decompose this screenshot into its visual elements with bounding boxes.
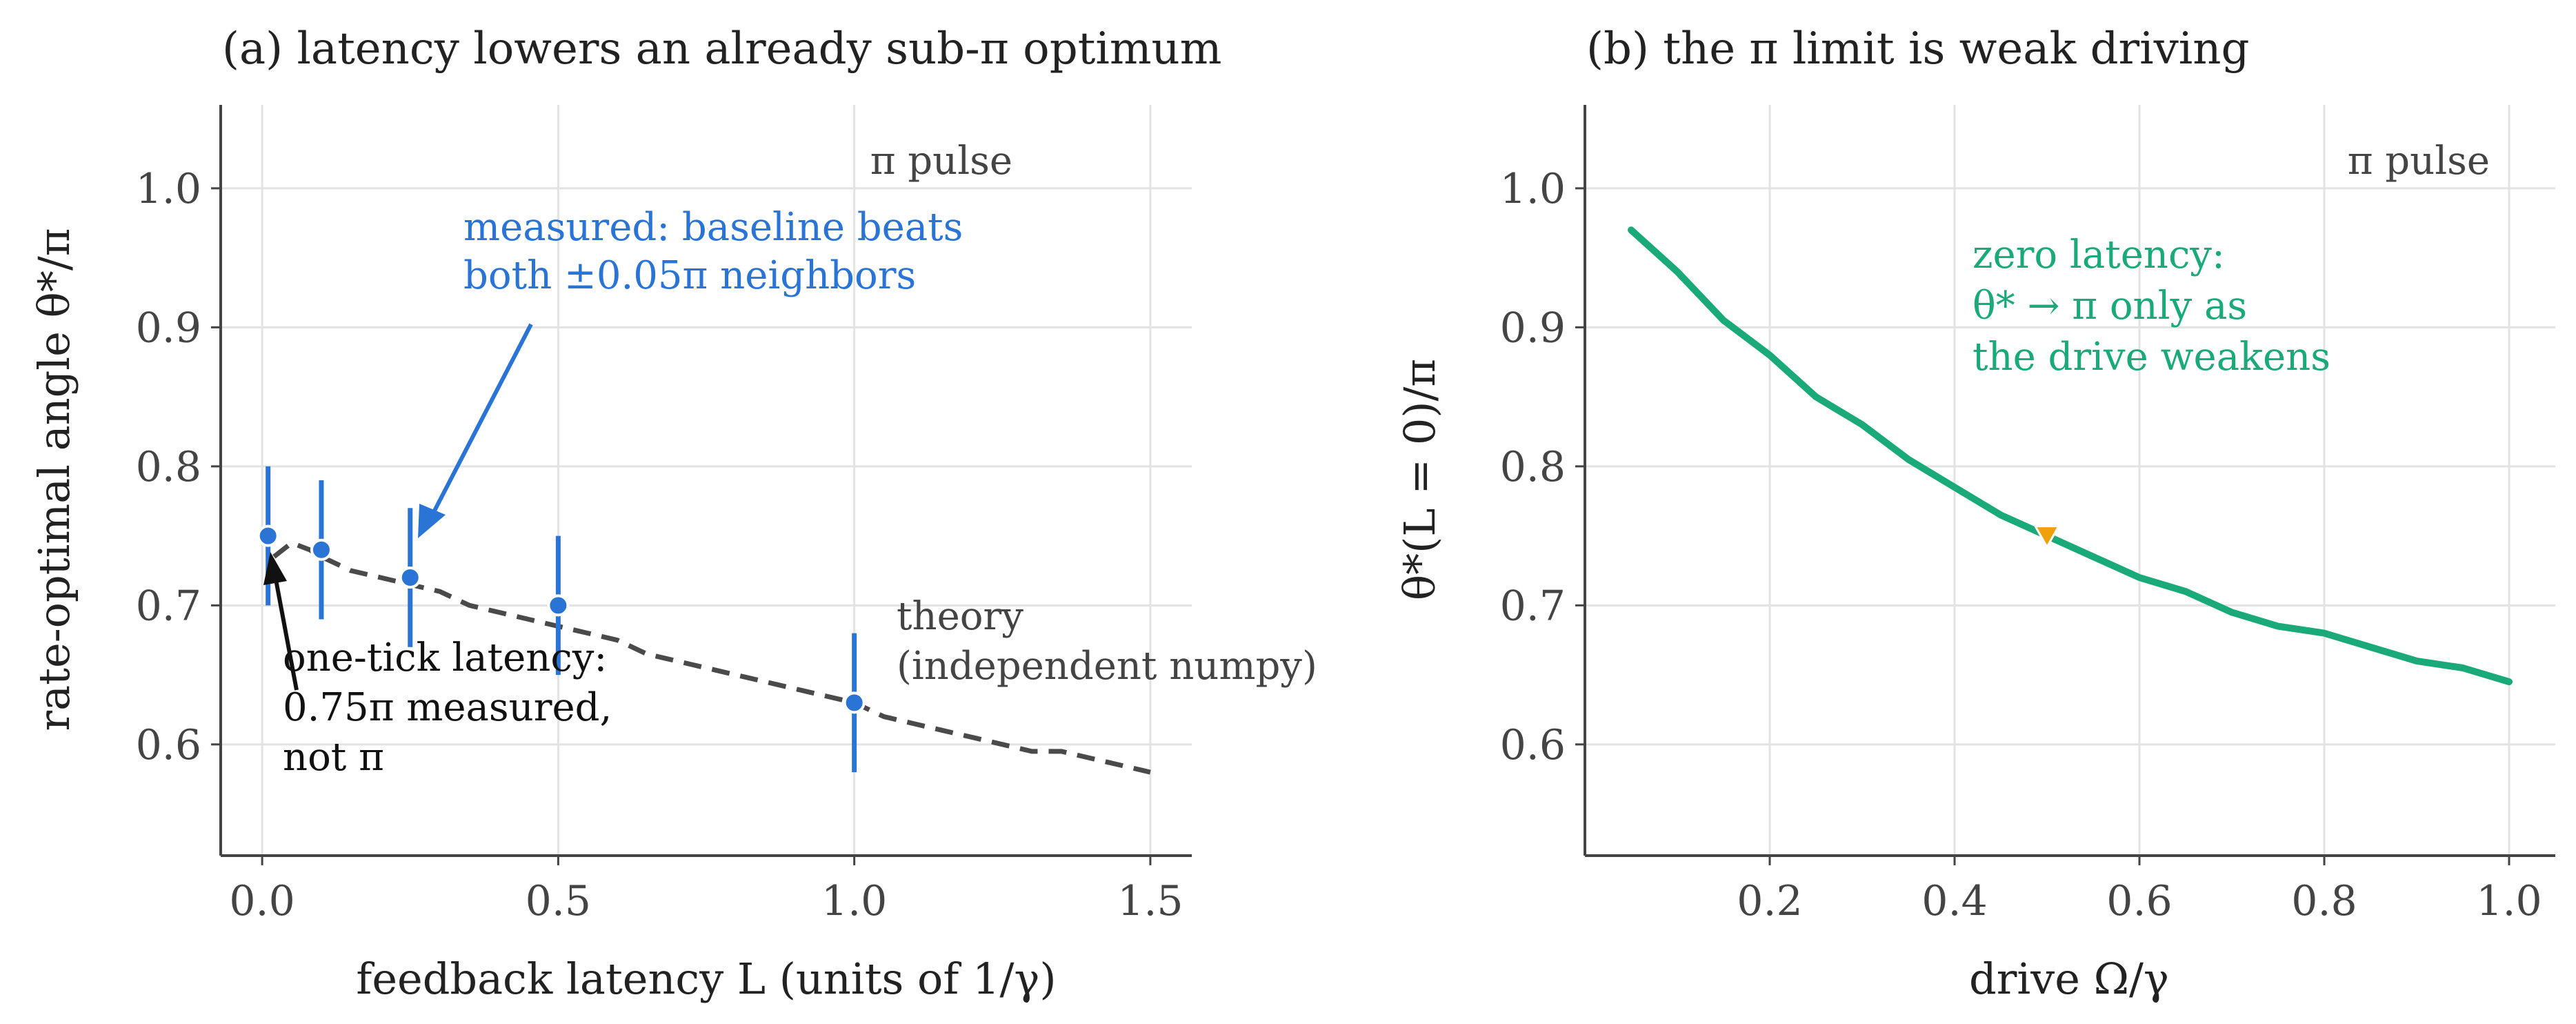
panel-b: 0.2 0.4 0.6 0.8 1.0 0.6 0.7 0.8 0.9 1.0 (b) the π… <box>1395 23 2555 1004</box>
panel-a-y-tick-label: 0.6 <box>136 721 201 769</box>
measured-annotation-line-1: measured: baseline beats <box>463 205 963 250</box>
panel-b-ticks: 0.2 0.4 0.6 0.8 1.0 0.6 0.7 0.8 0.9 1.0 <box>1500 165 2542 925</box>
panel-a-y-label: rate-optimal angle θ*/π <box>29 228 79 731</box>
panel-b-grid <box>1585 105 2555 856</box>
panel-a: 0.0 0.5 1.0 1.5 0.6 0.7 0.8 0.9 1.0 (a) latency … <box>29 23 1317 1004</box>
panel-b-y-tick-label: 1.0 <box>1500 165 1566 213</box>
panel-b-x-tick-label: 0.6 <box>2106 877 2172 925</box>
theory-annotation-line-1: theory <box>897 594 1024 639</box>
panel-a-x-label: feedback latency L (units of 1/γ) <box>356 954 1056 1004</box>
measured-point <box>843 691 866 714</box>
zero-latency-line <box>1628 226 2513 686</box>
panel-b-title: (b) the π limit is weak driving <box>1586 23 2249 75</box>
panel-a-title: (a) latency lowers an already sub-π opti… <box>222 23 1221 75</box>
panel-b-x-label: drive Ω/γ <box>1969 954 2169 1004</box>
latency-annotation-line-2: 0.75π measured, <box>283 685 612 730</box>
latency-annotation-line-1: one-tick latency: <box>283 636 607 680</box>
zero-latency-annotation-line-1: zero latency: <box>1973 233 2225 277</box>
panel-a-y-tick-label: 0.7 <box>136 582 201 630</box>
zero-latency-annotation-line-2: θ* → π only as <box>1973 284 2247 328</box>
panel-b-y-tick-label: 0.6 <box>1500 721 1566 769</box>
measured-points <box>257 466 866 773</box>
panel-a-y-tick-label: 0.9 <box>136 304 201 352</box>
panel-a-x-tick-label: 0.5 <box>526 877 591 925</box>
measured-arrow <box>418 323 533 538</box>
zero-latency-annotation: zero latency: θ* → π only as the drive w… <box>1973 233 2330 380</box>
latency-annotation: one-tick latency: 0.75π measured, not π <box>283 636 624 780</box>
theory-dashed-line <box>272 540 1151 775</box>
panel-b-x-tick-label: 1.0 <box>2476 877 2542 925</box>
panel-a-x-tick-label: 0.0 <box>229 877 294 925</box>
panel-a-y-tick-label: 1.0 <box>136 165 201 213</box>
measured-point <box>310 538 332 561</box>
panel-b-x-tick-label: 0.2 <box>1737 877 1802 925</box>
panel-a-x-tick-label: 1.5 <box>1117 877 1183 925</box>
zero-latency-curve <box>1628 226 2513 686</box>
theory-annotation-line-2: (independent numpy) <box>897 644 1317 689</box>
panel-a-y-tick-label: 0.8 <box>136 443 201 491</box>
panel-b-x-tick-label: 0.8 <box>2291 877 2357 925</box>
panel-a-x-tick-label: 1.0 <box>821 877 887 925</box>
marker-triangle <box>2033 525 2061 549</box>
measured-point <box>399 567 421 589</box>
latency-arrow <box>263 552 299 691</box>
measured-point <box>257 524 279 547</box>
panel-a-pi-pulse-label: π pulse <box>870 139 1012 184</box>
panel-b-y-tick-label: 0.8 <box>1500 443 1566 491</box>
panel-a-grid <box>221 105 1192 856</box>
zero-latency-annotation-line-3: the drive weakens <box>1973 335 2330 380</box>
panel-b-x-tick-label: 0.4 <box>1921 877 1987 925</box>
panel-b-y-tick-label: 0.7 <box>1500 582 1566 630</box>
panel-a-ticks: 0.0 0.5 1.0 1.5 0.6 0.7 0.8 0.9 1.0 <box>136 165 1184 925</box>
panel-b-y-label: θ*(L = 0)/π <box>1395 359 1445 600</box>
theory-annotation: theory (independent numpy) <box>897 594 1317 689</box>
panel-b-pi-pulse-label: π pulse <box>2348 139 2490 184</box>
theory-curve <box>272 540 1151 775</box>
measured-annotation-line-2: both ±0.05π neighbors <box>463 253 916 298</box>
measured-annotation: measured: baseline beats both ±0.05π nei… <box>463 205 975 298</box>
panel-b-y-tick-label: 0.9 <box>1500 304 1566 352</box>
measured-point <box>547 594 570 617</box>
latency-annotation-line-3: not π <box>283 735 384 780</box>
